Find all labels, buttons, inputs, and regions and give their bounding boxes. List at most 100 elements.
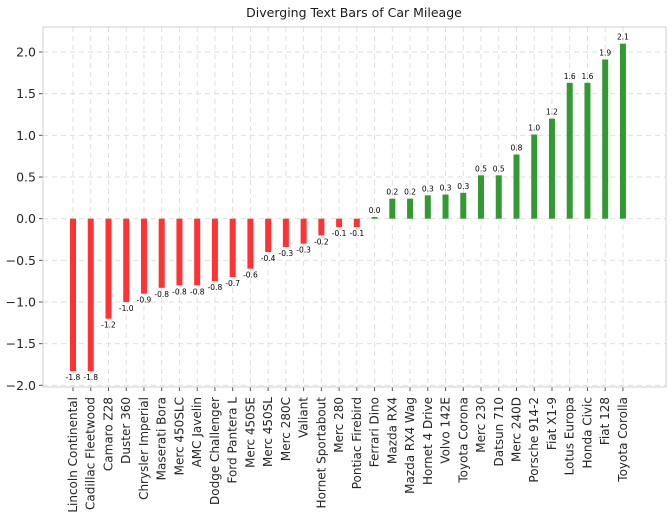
bar [70, 218, 76, 372]
x-tick-label: Mazda RX4 [385, 397, 399, 464]
x-tick-label: Merc 450SLC [172, 397, 186, 475]
data-label: -0.8 [154, 290, 169, 299]
bar [336, 218, 343, 227]
x-tick-label: Hornet 4 Drive [421, 397, 435, 485]
x-tick-label: Lincoln Continental [66, 397, 80, 513]
data-label: 0.2 [404, 188, 416, 197]
data-label: -0.8 [172, 287, 187, 296]
bar [300, 218, 307, 244]
bar [87, 218, 94, 372]
data-label: -0.1 [350, 229, 365, 238]
bar [407, 198, 414, 219]
data-label: -1.2 [101, 321, 116, 330]
bar [478, 175, 485, 219]
data-label: -1.8 [66, 373, 81, 382]
data-label: 1.6 [581, 72, 593, 81]
x-tick-label: Hornet Sportabout [314, 397, 328, 509]
data-label: -0.2 [314, 237, 329, 246]
data-label: 1.6 [564, 72, 576, 81]
bar [265, 218, 272, 252]
bar-layer [70, 43, 626, 372]
bar [584, 82, 591, 219]
bar [371, 217, 378, 219]
bar [194, 218, 201, 286]
data-label: 0.3 [457, 182, 469, 191]
bar [602, 59, 609, 219]
x-tick-label: Merc 240D [510, 397, 524, 462]
x-tick-label: Merc 280 [332, 397, 346, 453]
x-tick-label: Cadillac Fleetwood [84, 397, 98, 510]
y-tick-label: 0.0 [16, 211, 36, 226]
chart-title: Diverging Text Bars of Car Mileage [246, 5, 462, 20]
bar [460, 192, 467, 219]
y-tick-label: −1.5 [6, 336, 36, 351]
x-tick-label: Ford Pantera L [226, 397, 240, 484]
x-tick-label: Valiant [297, 397, 311, 438]
bar [389, 198, 396, 219]
x-tick-label: Datsun 710 [492, 397, 506, 466]
x-tick-label: Volvo 142E [439, 397, 453, 464]
data-label: -0.8 [208, 283, 223, 292]
x-tick-label: Porsche 914-2 [527, 397, 541, 483]
data-label: -0.1 [332, 229, 347, 238]
x-tick-label: Lotus Europa [563, 397, 577, 475]
data-label: -0.8 [190, 287, 205, 296]
bar [123, 218, 130, 302]
data-label: 0.8 [511, 144, 523, 153]
x-tick-label: Camaro Z28 [101, 397, 115, 471]
data-label: -0.3 [296, 246, 311, 255]
bar [531, 134, 538, 219]
y-tick-label: 1.5 [16, 86, 36, 101]
data-label: -1.8 [83, 373, 98, 382]
bar [566, 82, 573, 219]
bar [318, 218, 325, 236]
x-tick-label: Toyota Corolla [616, 397, 630, 483]
data-label: -0.9 [137, 296, 152, 305]
data-label: 1.2 [546, 108, 558, 117]
plot-frame [42, 26, 667, 388]
data-label: 1.0 [528, 124, 540, 133]
x-tick-label: Honda Civic [580, 397, 594, 469]
data-label: 0.3 [422, 184, 434, 193]
bar [548, 118, 555, 219]
bar [442, 194, 449, 219]
x-tick-label: AMC Javelin [190, 397, 204, 467]
data-label: 0.5 [493, 164, 505, 173]
y-tick-label: 2.0 [16, 45, 36, 60]
x-tick-label: Merc 230 [474, 397, 488, 453]
bar [353, 218, 360, 227]
data-label: -0.3 [279, 249, 294, 258]
bar [140, 218, 147, 294]
data-label: 0.0 [369, 206, 381, 215]
data-label: 2.1 [617, 33, 629, 42]
bar [247, 218, 254, 269]
y-tick-label: 1.0 [16, 128, 36, 143]
data-label: 1.9 [599, 49, 611, 58]
bar [211, 218, 218, 282]
data-label: -0.4 [261, 254, 276, 263]
x-tick-label: Merc 280C [279, 397, 293, 461]
y-axis-ticks: −2.0 −1.5 −1.0 −0.5 0.0 0.5 1.0 1.5 2.0 [6, 45, 43, 393]
x-axis-ticks: Lincoln Continental Cadillac Fleetwood Cam… [66, 387, 630, 513]
x-tick-label: Fiat 128 [598, 397, 612, 445]
x-tick-label: Mazda RX4 Wag [403, 397, 417, 494]
bar [619, 43, 626, 219]
x-tick-label: Merc 450SE [243, 397, 257, 468]
bar [105, 218, 112, 319]
y-tick-label: −2.0 [6, 378, 36, 393]
bar [282, 218, 289, 247]
x-tick-label: Chrysler Imperial [137, 397, 151, 500]
x-tick-label: Ferrari Dino [368, 397, 382, 467]
data-label: -1.0 [119, 304, 134, 313]
x-tick-label: Toyota Corona [456, 397, 470, 484]
data-label-layer: -1.8 -1.8-1.2-1.0-0.9-0.8 -0.8 -0.8 -0.8 -0.7… [66, 33, 629, 382]
bar [158, 218, 165, 288]
x-tick-label: Merc 450SL [261, 397, 275, 467]
bar [176, 218, 183, 286]
bar [424, 195, 431, 219]
x-tick-label: Fiat X1-9 [545, 397, 559, 450]
x-tick-label: Duster 360 [119, 397, 133, 464]
x-tick-label: Maserati Bora [155, 397, 169, 480]
